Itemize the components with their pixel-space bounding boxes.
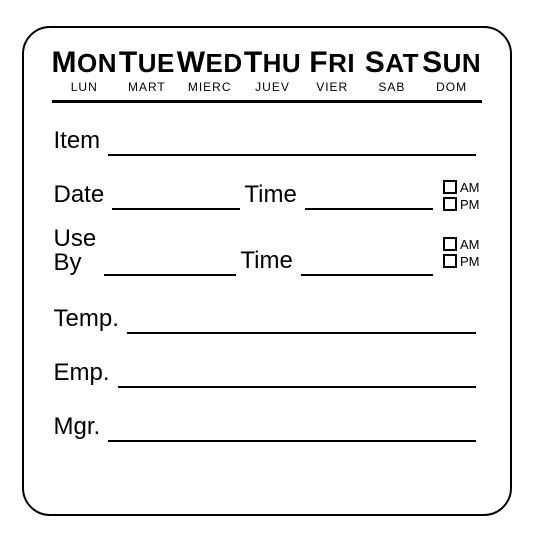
item-line[interactable] bbox=[108, 154, 475, 156]
emp-label: Emp. bbox=[54, 359, 110, 387]
temp-row: Temp. bbox=[54, 303, 480, 333]
food-rotation-label: MON LUN TUE MART WED MIERC THU JUEV FRI … bbox=[22, 26, 512, 516]
day-thu: THU JUEV bbox=[243, 48, 303, 94]
am-checkbox-2[interactable] bbox=[443, 237, 457, 251]
time-line-2[interactable] bbox=[301, 274, 433, 276]
time-label-1: Time bbox=[244, 181, 296, 209]
day-sun: SUN DOM bbox=[422, 48, 482, 94]
date-time-row: Date Time AM PM bbox=[54, 179, 480, 209]
by-label: By bbox=[54, 251, 97, 275]
date-label: Date bbox=[54, 181, 105, 209]
day-abbr-es: SAB bbox=[362, 80, 422, 94]
day-tue: TUE MART bbox=[117, 48, 177, 94]
emp-line[interactable] bbox=[118, 386, 476, 388]
item-row: Item bbox=[54, 125, 480, 155]
ampm-group-1: AM PM bbox=[443, 180, 480, 212]
pm-text: PM bbox=[460, 254, 480, 269]
day-sat: SAT SAB bbox=[362, 48, 422, 94]
pm-checkbox-2[interactable] bbox=[443, 254, 457, 268]
use-by-block: Use By bbox=[54, 227, 97, 275]
days-header: MON LUN TUE MART WED MIERC THU JUEV FRI … bbox=[52, 48, 482, 103]
am-option-1: AM bbox=[443, 180, 480, 195]
date-line[interactable] bbox=[112, 208, 240, 210]
item-label: Item bbox=[54, 127, 101, 155]
day-abbr-es: DOM bbox=[422, 80, 482, 94]
am-checkbox-1[interactable] bbox=[443, 180, 457, 194]
day-abbr-es: LUN bbox=[52, 80, 118, 94]
day-abbr-en: THU bbox=[243, 48, 303, 78]
day-abbr-es: MART bbox=[117, 80, 177, 94]
mgr-label: Mgr. bbox=[54, 413, 101, 441]
day-abbr-en: FRI bbox=[302, 48, 362, 78]
day-abbr-en: WED bbox=[177, 48, 243, 78]
time-line-1[interactable] bbox=[305, 208, 433, 210]
day-abbr-en: SAT bbox=[362, 48, 422, 78]
day-abbr-es: MIERC bbox=[177, 80, 243, 94]
use-label: Use bbox=[54, 227, 97, 251]
am-option-2: AM bbox=[443, 237, 480, 252]
form-area: Item Date Time AM PM Use bbox=[52, 125, 482, 441]
use-by-line[interactable] bbox=[104, 274, 236, 276]
am-text: AM bbox=[460, 237, 480, 252]
pm-text: PM bbox=[460, 197, 480, 212]
day-abbr-es: VIER bbox=[302, 80, 362, 94]
ampm-group-2: AM PM bbox=[443, 237, 480, 269]
mgr-row: Mgr. bbox=[54, 411, 480, 441]
pm-option-1: PM bbox=[443, 197, 480, 212]
emp-row: Emp. bbox=[54, 357, 480, 387]
temp-line[interactable] bbox=[127, 332, 476, 334]
pm-checkbox-1[interactable] bbox=[443, 197, 457, 211]
day-abbr-es: JUEV bbox=[243, 80, 303, 94]
am-text: AM bbox=[460, 180, 480, 195]
day-abbr-en: TUE bbox=[117, 48, 177, 78]
day-mon: MON LUN bbox=[52, 48, 118, 94]
day-wed: WED MIERC bbox=[177, 48, 243, 94]
day-abbr-en: SUN bbox=[422, 48, 482, 78]
day-abbr-en: MON bbox=[52, 48, 118, 78]
pm-option-2: PM bbox=[443, 254, 480, 269]
time-label-2: Time bbox=[240, 247, 292, 275]
use-by-time-row: Use By Time AM PM bbox=[54, 227, 480, 275]
temp-label: Temp. bbox=[54, 305, 119, 333]
day-fri: FRI VIER bbox=[302, 48, 362, 94]
mgr-line[interactable] bbox=[108, 440, 475, 442]
